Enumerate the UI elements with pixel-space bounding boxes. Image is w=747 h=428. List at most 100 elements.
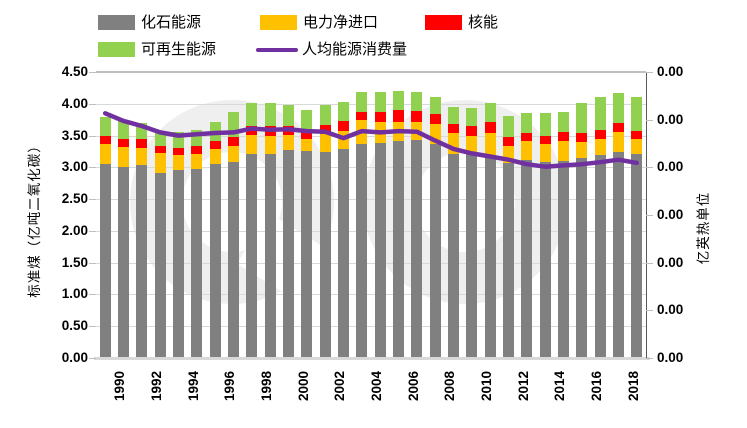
right-axis-tick-label: 0.00 <box>657 207 684 222</box>
left-axis-tick-label: 1.00 <box>61 286 88 302</box>
legend-swatch-fossil <box>98 15 135 30</box>
bar-segment-2014 <box>539 162 551 358</box>
bar-segment-2003 <box>338 101 349 121</box>
bar-segment-2005 <box>374 92 386 113</box>
bar-segment-1991 <box>118 138 129 147</box>
x-axis-tick-label: 2002 <box>332 370 348 401</box>
bar-segment-2016 <box>576 103 588 134</box>
bar-segment-1999 <box>264 103 276 127</box>
bar-segment-2012 <box>503 162 514 358</box>
bar-segment-2009 <box>448 154 459 358</box>
legend-label-per-capita: 人均能源消费量 <box>302 41 408 58</box>
right-axis-tick <box>646 215 653 216</box>
bar-segment-2019 <box>631 139 643 154</box>
right-axis-tick-label: 0.00 <box>657 159 684 175</box>
left-axis-tick-label: 3.00 <box>61 159 88 175</box>
left-axis-tick-label: 2.00 <box>61 222 88 238</box>
bar-segment-2002 <box>319 152 331 358</box>
bar-segment-2011 <box>484 133 496 156</box>
left-axis-tick-label: 4.00 <box>61 95 88 111</box>
left-axis-tick <box>89 135 96 137</box>
gridline <box>96 230 646 232</box>
bar-segment-1995 <box>191 168 203 358</box>
legend-label-fossil: 化石能源 <box>141 14 202 31</box>
left-axis-tick <box>89 358 96 359</box>
left-axis-tick-label: 0.50 <box>61 318 88 334</box>
bar-segment-2010 <box>466 136 478 154</box>
left-axis-tick <box>89 294 96 296</box>
gridline <box>96 135 646 137</box>
bar-segment-2005 <box>374 143 386 358</box>
left-axis-tick-label: 3.50 <box>61 127 88 143</box>
bar-segment-2004 <box>356 112 368 121</box>
x-axis-tick-label: 2004 <box>368 370 384 401</box>
gridline <box>96 326 646 328</box>
left-axis-tick <box>89 199 96 201</box>
bar-segment-1997 <box>228 137 239 146</box>
gridline <box>96 199 646 201</box>
bar-segment-1993 <box>154 145 166 154</box>
bar-segment-1994 <box>173 132 184 148</box>
legend-line-per-capita <box>256 48 298 52</box>
bar-segment-2006 <box>393 91 404 111</box>
right-axis-tick-label: 0.00 <box>657 350 684 365</box>
right-axis-tick <box>646 310 653 312</box>
bar-segment-2000 <box>283 149 294 358</box>
bar-segment-1997 <box>228 161 239 358</box>
bar-segment-1998 <box>246 134 258 154</box>
x-axis-tick-label: 1990 <box>112 370 128 401</box>
bar-segment-2004 <box>356 91 368 113</box>
left-axis-tick-label: 4.50 <box>61 64 88 79</box>
x-axis-tick-label: 2006 <box>405 370 421 401</box>
left-axis-tick <box>89 72 96 73</box>
bar-segment-2017 <box>594 138 606 156</box>
right-axis-tick <box>646 119 653 121</box>
bar-segment-2012 <box>503 115 514 137</box>
bar-segment-2005 <box>374 112 386 123</box>
bar-segment-1994 <box>173 147 184 156</box>
bar-segment-1998 <box>246 154 258 358</box>
bar-segment-1990 <box>99 117 111 136</box>
gridline <box>96 262 646 264</box>
right-axis-tick-label: 0.00 <box>657 64 684 79</box>
bar-segment-2016 <box>576 158 588 358</box>
bar-segment-2015 <box>558 112 569 133</box>
bar-segment-1995 <box>191 145 203 154</box>
bar-segment-2018 <box>613 131 624 153</box>
bar-segment-1994 <box>173 155 184 170</box>
bar-segment-2009 <box>448 124 459 134</box>
x-axis-tick-label: 1994 <box>185 370 201 401</box>
bar-segment-1996 <box>209 140 221 149</box>
bar-segment-2007 <box>411 110 423 123</box>
bar-segment-1999 <box>264 154 276 358</box>
gridline <box>96 71 646 73</box>
bar-segment-2009 <box>448 106 459 125</box>
left-axis-tick <box>89 230 96 232</box>
bar-segment-2010 <box>466 126 478 137</box>
bar-segment-1990 <box>99 164 111 358</box>
bar-segment-1992 <box>136 122 148 140</box>
bar-segment-2013 <box>521 159 533 358</box>
bar-segment-2000 <box>283 105 294 127</box>
legend-swatch-electricity-import <box>260 15 297 30</box>
x-axis-tick-label: 2014 <box>552 370 568 401</box>
bar-segment-2008 <box>429 124 441 144</box>
bar-segment-1999 <box>264 136 276 154</box>
x-axis-tick-label: 2000 <box>295 370 311 401</box>
left-axis-tick-label: 2.50 <box>61 191 88 207</box>
right-axis-tick <box>646 72 653 73</box>
bar-segment-1994 <box>173 169 184 358</box>
bar-segment-2008 <box>429 143 441 358</box>
bar-segment-2017 <box>594 155 606 358</box>
bar-segment-2008 <box>429 97 441 114</box>
bar-segment-1991 <box>118 120 129 139</box>
right-axis-tick <box>646 262 653 264</box>
legend-swatch-nuclear <box>425 15 462 30</box>
legend-label-electricity-import: 电力净进口 <box>303 14 379 31</box>
bar-segment-1992 <box>136 139 148 148</box>
left-axis-tick-label: 0.00 <box>61 350 88 365</box>
bar-segment-2016 <box>576 141 588 159</box>
bar-segment-2013 <box>521 112 533 134</box>
bar-segment-2017 <box>594 129 606 139</box>
